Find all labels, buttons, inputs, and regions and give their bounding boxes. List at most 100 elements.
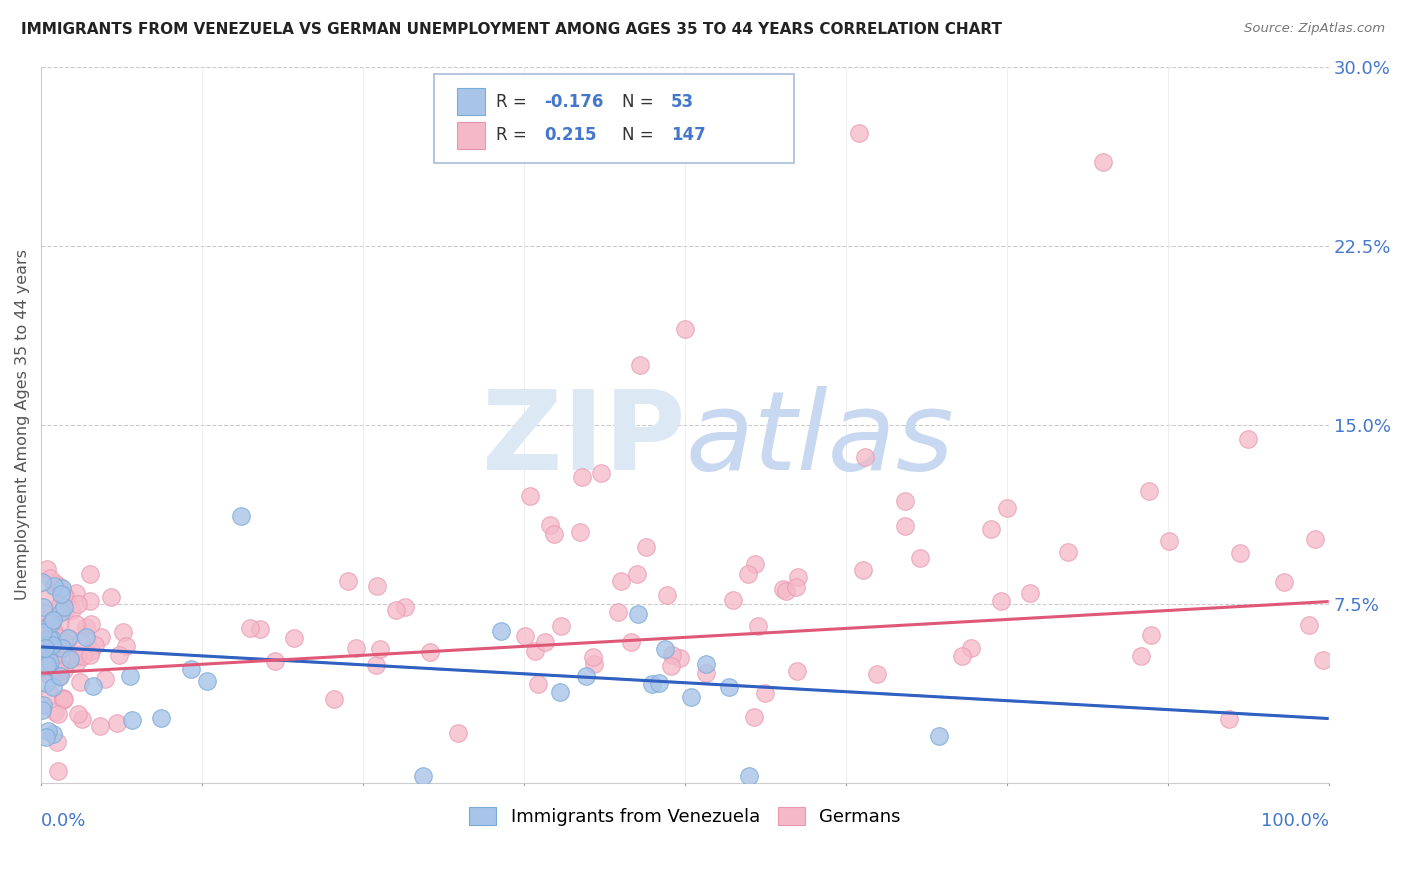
Point (48, 615, 70, 629)
Point (34, 640, 56, 655)
Point (419, 645, 441, 659)
Y-axis label: Unemployment Among Ages 35 to 44 years: Unemployment Among Ages 35 to 44 years (15, 250, 30, 600)
Point (928, 729, 950, 743)
Point (38, 655, 60, 669)
Point (582, 650, 605, 665)
Point (53, 599, 76, 614)
Text: Source: ZipAtlas.com: Source: ZipAtlas.com (1244, 22, 1385, 36)
Point (52, 633, 75, 648)
Point (1272, 575, 1295, 590)
Point (775, 584, 797, 599)
Point (42, 648, 65, 662)
Point (118, 669, 141, 683)
Point (738, 769, 761, 783)
Point (111, 624, 134, 639)
Point (49, 668, 72, 682)
Point (39, 638, 62, 652)
Point (628, 358, 651, 372)
Point (980, 522, 1002, 536)
Point (37, 561, 59, 575)
Point (446, 726, 468, 740)
Point (786, 570, 808, 584)
Point (283, 631, 305, 645)
Point (35, 675, 58, 690)
Point (575, 669, 598, 683)
Point (79, 648, 101, 662)
Point (538, 518, 561, 533)
Legend: Immigrants from Venezuela, Germans: Immigrants from Venezuela, Germans (460, 797, 910, 835)
Point (197, 674, 219, 689)
Point (394, 599, 416, 614)
Point (56, 631, 79, 645)
Point (48, 670, 70, 684)
Point (52, 690, 75, 705)
Point (1129, 648, 1152, 663)
Point (89, 719, 111, 733)
Point (108, 648, 131, 662)
Point (49, 599, 72, 613)
Point (53, 588, 76, 602)
Text: 0.0%: 0.0% (41, 812, 87, 830)
Point (661, 648, 683, 662)
Point (114, 639, 136, 653)
Point (786, 665, 808, 679)
Point (38, 631, 60, 645)
Point (75, 630, 97, 644)
Point (37, 667, 59, 681)
Point (31, 662, 53, 676)
Text: 100.0%: 100.0% (1261, 812, 1329, 830)
Point (344, 641, 367, 656)
Point (38, 658, 60, 673)
Point (79, 566, 101, 581)
Point (534, 635, 557, 649)
Text: R =: R = (496, 127, 531, 145)
Point (34, 612, 56, 626)
Point (648, 676, 671, 690)
Point (34, 657, 56, 672)
Point (368, 642, 391, 657)
Point (852, 563, 875, 577)
Point (37, 658, 59, 673)
Point (44, 576, 66, 591)
Point (45, 735, 67, 749)
Point (100, 591, 122, 605)
Text: 53: 53 (671, 93, 695, 111)
Point (1140, 628, 1163, 642)
Point (69, 633, 91, 648)
Point (35, 730, 58, 744)
Point (527, 677, 550, 691)
Point (46, 647, 69, 661)
Point (366, 579, 388, 593)
Point (249, 622, 271, 636)
Point (52, 692, 75, 706)
Point (908, 551, 931, 566)
Point (150, 711, 173, 725)
Point (641, 677, 664, 691)
Point (32, 650, 55, 665)
Point (39, 571, 62, 585)
Point (513, 629, 536, 643)
Point (657, 588, 679, 602)
Point (239, 621, 262, 635)
Point (717, 681, 740, 695)
Point (45, 630, 67, 644)
Point (37, 724, 59, 739)
Point (1229, 546, 1251, 560)
Point (695, 665, 717, 680)
Point (41, 632, 63, 646)
Point (384, 603, 406, 617)
Point (53, 663, 76, 677)
Point (550, 619, 572, 633)
Point (853, 450, 876, 464)
Point (180, 662, 202, 676)
Point (75, 620, 97, 634)
Point (1218, 712, 1240, 726)
Point (591, 466, 613, 480)
Point (55, 604, 77, 618)
Point (52, 692, 75, 706)
Point (634, 541, 657, 555)
Text: -0.176: -0.176 (544, 93, 605, 111)
Point (46, 706, 69, 721)
Text: IMMIGRANTS FROM VENEZUELA VS GERMAN UNEMPLOYMENT AMONG AGES 35 TO 44 YEARS CORRE: IMMIGRANTS FROM VENEZUELA VS GERMAN UNEM… (21, 22, 1002, 37)
Point (754, 686, 776, 700)
